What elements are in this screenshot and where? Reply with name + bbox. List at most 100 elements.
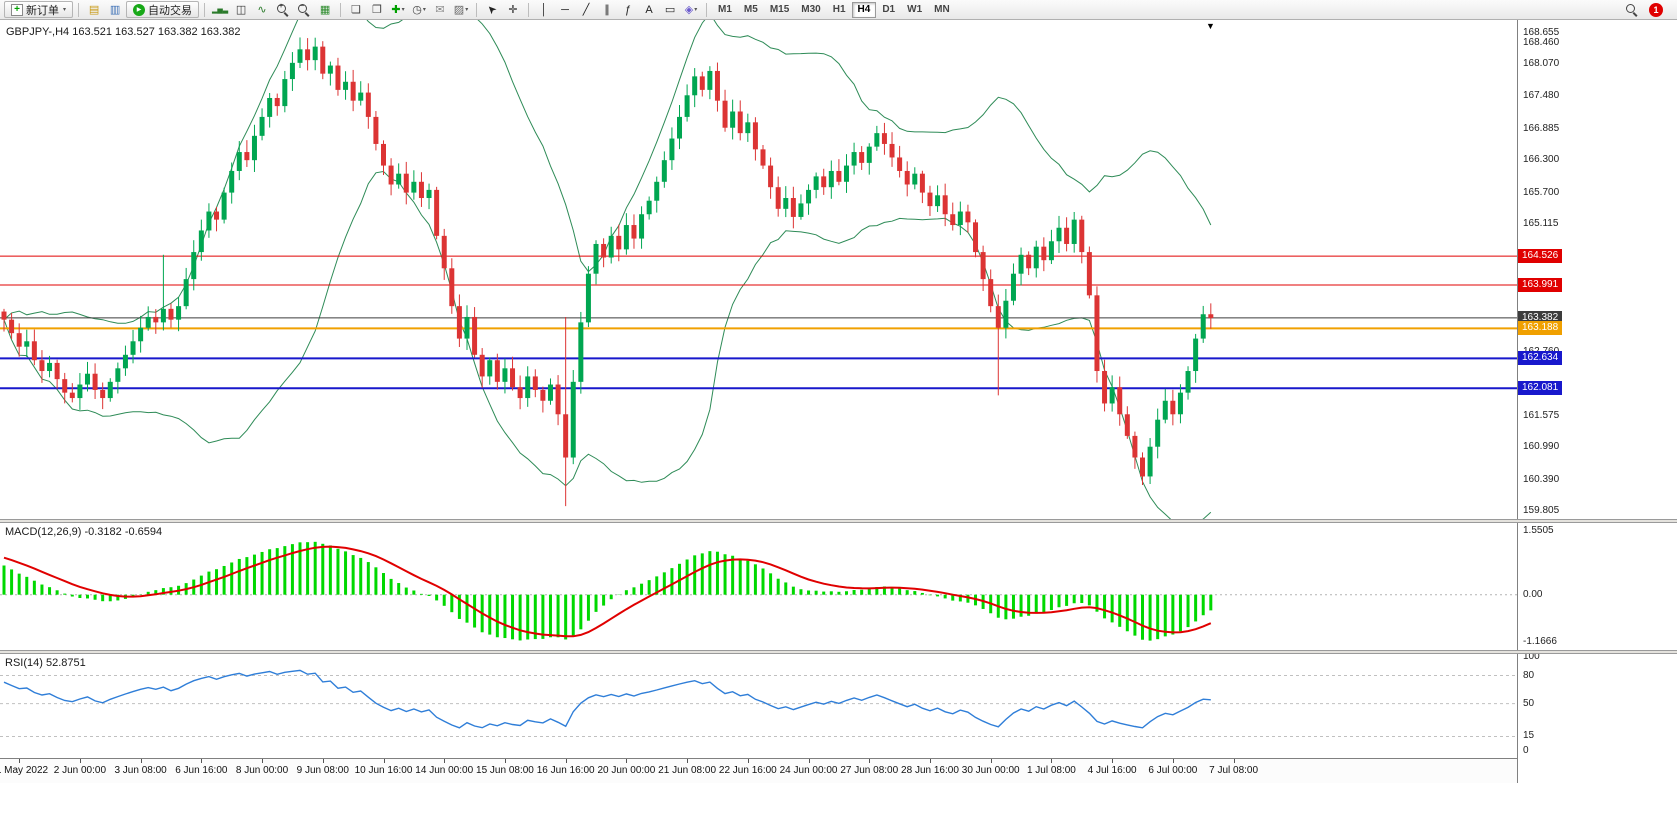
notification-badge[interactable]: 1	[1649, 2, 1663, 17]
navigator-icon[interactable]: ▥	[105, 1, 125, 18]
cursor-tool-glyph: ➤	[484, 1, 500, 17]
toolbar-separator	[476, 2, 478, 17]
mail-icon-glyph: ✉	[435, 4, 445, 16]
navigator-icon-glyph: ▥	[109, 4, 121, 16]
channel-tool[interactable]: ∥	[597, 1, 617, 18]
tile-windows-icon-glyph: ❏	[351, 4, 361, 16]
time-tick	[19, 759, 21, 763]
time-tick	[626, 759, 628, 763]
periods-button[interactable]: ◷ ▾	[409, 1, 429, 18]
grid-icon[interactable]: ▦	[315, 1, 335, 18]
price-scale-label: 166.885	[1523, 122, 1560, 134]
toolbar-separator	[340, 2, 342, 17]
price-level-badge: 162.634	[1518, 351, 1563, 366]
price-level-badge: 162.081	[1518, 381, 1563, 396]
time-axis-label: 8 Jun 00:00	[235, 765, 289, 776]
new-order-button-label: 新订单	[26, 4, 59, 17]
periods-button-glyph: ◷	[412, 4, 422, 16]
caret-down-icon: ▾	[401, 7, 405, 13]
timeframe-m1[interactable]: M1	[718, 4, 732, 15]
time-axis-label: 27 Jun 08:00	[840, 765, 899, 776]
search-icon-glyph	[1626, 3, 1638, 16]
templates-button[interactable]: ▨ ▾	[451, 1, 471, 18]
time-axis-label: 28 Jun 16:00	[901, 765, 959, 776]
market-watch-icon[interactable]: ▤	[84, 1, 104, 18]
caret-down-icon: ▾	[465, 7, 469, 13]
price-scale-label: 165.115	[1523, 218, 1559, 230]
price-scale-label: 168.655	[1523, 26, 1560, 38]
time-axis-label: 9 Jun 08:00	[296, 765, 349, 776]
indicators-button[interactable]: ✚ ▾	[388, 1, 408, 18]
time-axis[interactable]: 31 May 2022 2 Jun 00:00 3 Jun 08:00 6 Jun 1…	[0, 758, 1517, 783]
price-level-badge: 164.526	[1518, 249, 1563, 264]
timeframe-w1[interactable]: W1	[907, 4, 923, 15]
crosshair-tool[interactable]: ✛	[503, 1, 523, 18]
rsi-panel-splitter[interactable]	[0, 650, 1677, 654]
chart-shift-marker[interactable]: ▼	[1206, 21, 1215, 31]
tile-windows-icon[interactable]: ❏	[346, 1, 366, 18]
time-axis-label: 15 Jun 08:00	[476, 765, 534, 776]
caret-down-icon: ▾	[63, 7, 67, 13]
line-chart-icon[interactable]: ∿	[252, 1, 272, 18]
timeframe-mn[interactable]: MN	[934, 4, 950, 15]
timeframe-m15[interactable]: M15	[769, 4, 790, 15]
time-tick	[1172, 759, 1174, 763]
timeframe-h1[interactable]: H1	[832, 4, 846, 15]
text-tool[interactable]: A	[639, 1, 659, 18]
zoom-in-icon[interactable]: +	[273, 1, 293, 18]
price-scale-label: 165.700	[1523, 186, 1560, 198]
chart-symbol-label: GBPJPY-,H4 163.521 163.527 163.382 163.3…	[6, 26, 241, 38]
timeframe-h4[interactable]: H4	[851, 1, 877, 18]
bar-chart-icon[interactable]: ▂▅▃	[210, 1, 230, 18]
label-tool[interactable]: ▭	[660, 1, 680, 18]
toolbar-separator	[706, 2, 708, 17]
macd-scale-label: 1.5505	[1523, 525, 1554, 537]
label-tool-glyph: ▭	[664, 4, 676, 16]
new-order-button[interactable]: + 新订单 ▾	[4, 1, 74, 18]
timeframe-m30[interactable]: M30	[801, 4, 821, 15]
rsi-indicator-label: RSI(14) 52.8751	[5, 657, 86, 669]
mail-icon[interactable]: ✉	[430, 1, 450, 18]
rsi-indicator-chart[interactable]	[0, 654, 1517, 758]
magnifier-sign: +	[279, 2, 284, 10]
trendline-tool[interactable]: ╱	[576, 1, 596, 18]
autotrading-button[interactable]: ▶ 自动交易	[126, 1, 200, 18]
zoom-out-icon[interactable]: −	[294, 1, 314, 18]
time-axis-label: 16 Jun 16:00	[536, 765, 595, 776]
rsi-scale-label: 0	[1523, 744, 1529, 756]
shapes-button[interactable]: ◈ ▾	[681, 1, 701, 18]
time-tick	[808, 759, 810, 763]
timeframe-d1[interactable]: D1	[882, 4, 896, 15]
bar-chart-icon-glyph: ▂▅▃	[211, 6, 229, 14]
price-scale-label: 159.805	[1523, 505, 1560, 517]
candlestick-chart-icon-glyph: ◫	[235, 4, 247, 16]
candlestick-chart-icon[interactable]: ◫	[231, 1, 251, 18]
macd-panel-splitter[interactable]	[0, 519, 1677, 523]
time-axis-label: 21 Jun 08:00	[658, 765, 716, 776]
vertical-line-tool[interactable]: │	[534, 1, 554, 18]
channel-tool-glyph: ∥	[604, 4, 610, 16]
price-chart[interactable]	[0, 20, 1517, 519]
fibonacci-tool[interactable]: ƒ	[618, 1, 638, 18]
time-axis-label: 22 Jun 16:00	[718, 765, 777, 776]
macd-indicator-label: MACD(12,26,9) -0.3182 -0.6594	[5, 526, 163, 538]
search-icon[interactable]	[1622, 1, 1642, 18]
price-scale-label: 160.990	[1523, 441, 1560, 453]
time-tick	[201, 759, 203, 763]
time-axis-label: 4 Jul 16:00	[1087, 765, 1137, 776]
timeframe-m5[interactable]: M5	[743, 4, 758, 15]
cursor-tool[interactable]: ➤	[482, 1, 502, 18]
caret-down-icon: ▾	[422, 7, 426, 13]
price-scale-label: 161.575	[1523, 409, 1560, 421]
price-scale-label: 168.460	[1523, 37, 1560, 49]
macd-indicator-chart[interactable]	[0, 523, 1517, 650]
rsi-scale-label: 80	[1523, 669, 1535, 681]
time-tick	[929, 759, 931, 763]
horizontal-line-tool-glyph: ─	[561, 3, 569, 16]
price-scale-column[interactable]: 168.655 168.460 168.070 167.480 166.885 166.3…	[1517, 20, 1677, 783]
cascade-windows-icon[interactable]: ❐	[367, 1, 387, 18]
horizontal-line-tool[interactable]: ─	[555, 1, 575, 18]
magnifier-sign: −	[300, 2, 305, 10]
price-scale-label: 166.300	[1523, 154, 1560, 166]
rsi-scale-label: 100	[1523, 650, 1540, 662]
